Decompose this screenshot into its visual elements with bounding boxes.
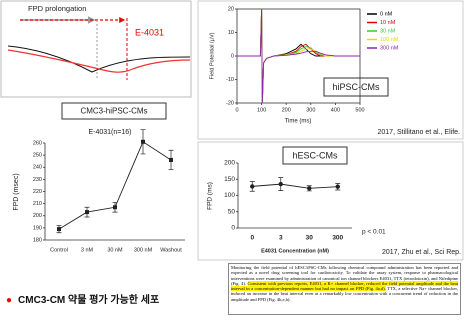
- citation: 2017, Stillitano et al., Elife.: [378, 129, 461, 136]
- legend-label: 10 nM: [380, 20, 396, 26]
- panel-frame: [197, 141, 464, 261]
- y-tick-label: 180: [33, 237, 42, 243]
- x-axis-label: E4031 Concentration (nM): [261, 248, 329, 254]
- y-tick-label: 210: [33, 201, 42, 207]
- x-tick-label: 300: [332, 235, 343, 242]
- legend-label: 300 nM: [380, 45, 399, 51]
- y-axis-label: Field Potential (µV): [209, 32, 215, 79]
- panel-label: CMC3-hiPSC-CMs: [80, 107, 147, 116]
- y-tick-label: 220: [33, 189, 42, 195]
- point: [57, 227, 61, 232]
- y-axis-label: FPD (ms): [207, 182, 214, 210]
- schematic-title: FPD prolongation: [28, 4, 86, 13]
- x-tick-label: 30 nM: [107, 247, 123, 253]
- annotation: p < 0.01: [362, 229, 386, 236]
- x-tick-label: 300 nM: [134, 247, 153, 253]
- y-axis-label: FPD (msec): [13, 173, 20, 210]
- waveform: [7, 45, 191, 73]
- label-box: [282, 146, 348, 165]
- series-line: [58, 141, 172, 230]
- point: [278, 181, 283, 187]
- waveform: [7, 49, 191, 73]
- point: [250, 184, 255, 189]
- y-tick-label: 190: [33, 225, 42, 231]
- panel-label: hiPSC-CMs: [332, 82, 380, 92]
- bullet-text: CMC3-CM 약물 평가 가능한 세포: [18, 295, 160, 306]
- x-tick-label: 3 nM: [81, 247, 94, 253]
- panel-label: hESC-CMs: [292, 150, 338, 160]
- point: [113, 205, 117, 210]
- chart-title: E-4031(n=16): [88, 129, 131, 136]
- legend-label: 30 nM: [380, 28, 396, 34]
- point: [169, 157, 173, 162]
- x-tick-label: 30: [306, 235, 314, 242]
- point: [307, 186, 312, 191]
- y-tick-label: 260: [33, 140, 42, 146]
- point: [335, 184, 340, 189]
- panel-frame: [197, 0, 464, 140]
- y-tick-label: 240: [33, 165, 42, 171]
- label-box: [323, 77, 389, 97]
- paragraph-text: TTX, a selective Na+ channel blocker, in…: [231, 286, 458, 302]
- x-tick-label: Washout: [160, 247, 182, 253]
- paragraph-text: Monitoring the field potential of hESC/i…: [231, 265, 458, 286]
- y-tick-label: 230: [33, 177, 42, 183]
- y-tick-label: 100: [224, 192, 235, 199]
- x-tick-label: 0: [235, 107, 238, 113]
- y-tick-label: 10: [228, 30, 234, 36]
- y-tick-label: 200: [33, 213, 42, 219]
- x-tick-label: 100: [257, 107, 266, 113]
- series-line: [237, 9, 360, 103]
- x-tick-label: Control: [50, 247, 68, 253]
- point: [141, 139, 145, 144]
- schematic-frame: [0, 0, 192, 98]
- schematic-drug: E-4031: [135, 27, 164, 37]
- y-tick-label: 20: [228, 6, 234, 12]
- bullet: ● CMC3-CM 약물 평가 가능한 세포: [6, 291, 159, 306]
- series-line: [252, 183, 338, 189]
- bullet-dot: ●: [6, 295, 13, 306]
- paragraph: Monitoring the field potential of hESC/i…: [228, 263, 461, 315]
- y-tick-label: -10: [226, 77, 234, 83]
- y-tick-label: 250: [33, 153, 42, 159]
- x-tick-label: 400: [331, 107, 340, 113]
- y-tick-label: 150: [224, 176, 235, 183]
- point: [85, 210, 89, 215]
- paragraph-highlight: Consistent with previous reports, E4031,…: [231, 280, 458, 292]
- y-tick-label: 50: [228, 208, 236, 215]
- x-tick-label: 3: [279, 235, 283, 242]
- x-tick-label: 200: [282, 107, 291, 113]
- x-tick-label: 0: [250, 235, 254, 242]
- y-tick-label: -20: [226, 100, 234, 106]
- y-tick-label: 0: [231, 53, 234, 59]
- y-tick-label: 0: [231, 225, 235, 232]
- x-tick-label: 300: [306, 107, 315, 113]
- y-tick-label: 200: [224, 160, 235, 167]
- legend-label: 100 nM: [380, 37, 399, 43]
- legend-label: 0 nM: [380, 11, 393, 17]
- citation: 2017, Zhu et al., Sci Rep.: [382, 249, 461, 256]
- label-box: [61, 102, 167, 120]
- x-axis-label: Time (ms): [285, 119, 312, 125]
- x-tick-label: 500: [355, 107, 364, 113]
